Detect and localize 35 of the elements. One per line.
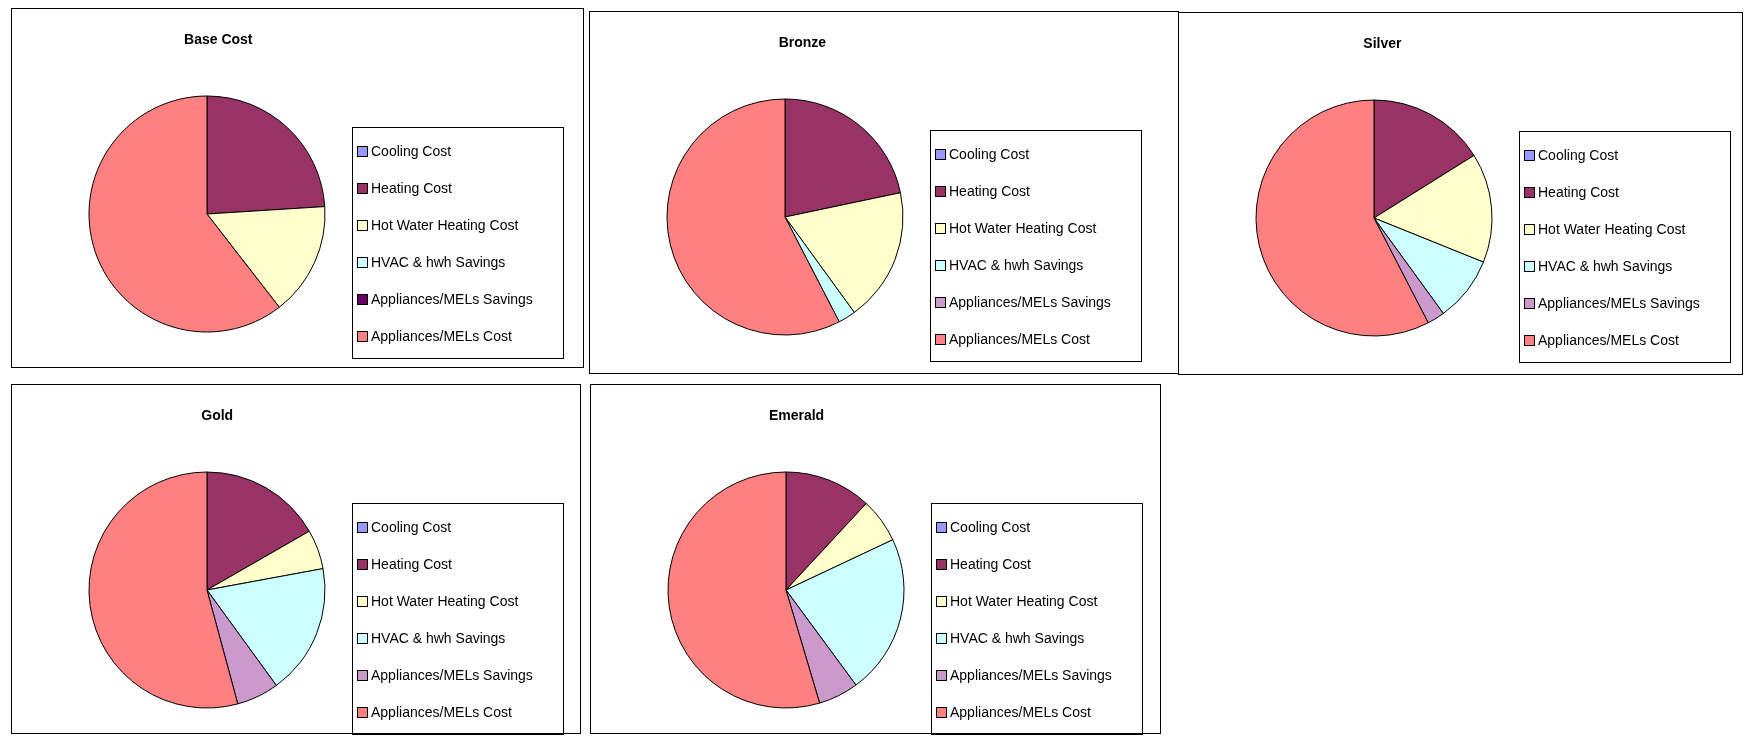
legend-label: HVAC & hwh Savings [949, 256, 1084, 273]
legend-label: Appliances/MELs Cost [371, 327, 512, 344]
legend-label: Hot Water Heating Cost [1538, 220, 1686, 237]
legend-label: Cooling Cost [371, 518, 452, 535]
legend-label: Appliances/MELs Savings [949, 293, 1111, 310]
chart-title: Silver [1362, 35, 1403, 51]
legend-label: Heating Cost [371, 179, 452, 196]
legend-label: Appliances/MELs Savings [371, 290, 533, 307]
legend-label: Appliances/MELs Savings [371, 666, 533, 683]
legend-label: Hot Water Heating Cost [371, 592, 519, 609]
legend-label: Appliances/MELs Savings [950, 666, 1112, 683]
legend-label: HVAC & hwh Savings [950, 629, 1085, 646]
legend-label: Hot Water Heating Cost [949, 219, 1097, 236]
legend-label: Heating Cost [1538, 183, 1619, 200]
legend-label: Hot Water Heating Cost [950, 592, 1098, 609]
legend-label: HVAC & hwh Savings [371, 629, 506, 646]
legend-label: Heating Cost [950, 555, 1031, 572]
chart-title: Emerald [767, 407, 826, 423]
legend-label: Hot Water Heating Cost [371, 216, 519, 233]
chart-title: Gold [200, 407, 235, 423]
legend-label: Appliances/MELs Savings [1538, 294, 1700, 311]
legend-label: Appliances/MELs Cost [371, 703, 512, 720]
legend-label: Appliances/MELs Cost [1538, 331, 1679, 348]
legend-label: Cooling Cost [1538, 146, 1619, 163]
legend-label: Cooling Cost [950, 518, 1031, 535]
chart-title: Bronze [777, 34, 828, 50]
legend-label: Appliances/MELs Cost [949, 330, 1090, 347]
legend-label: Appliances/MELs Cost [950, 703, 1091, 720]
legend-label: Heating Cost [949, 182, 1030, 199]
chart-title: Base Cost [183, 31, 254, 47]
legend-label: Cooling Cost [949, 145, 1030, 162]
legend-label: Cooling Cost [371, 142, 452, 159]
legend-label: Heating Cost [371, 555, 452, 572]
legend-label: HVAC & hwh Savings [371, 253, 506, 270]
legend-label: HVAC & hwh Savings [1538, 257, 1673, 274]
